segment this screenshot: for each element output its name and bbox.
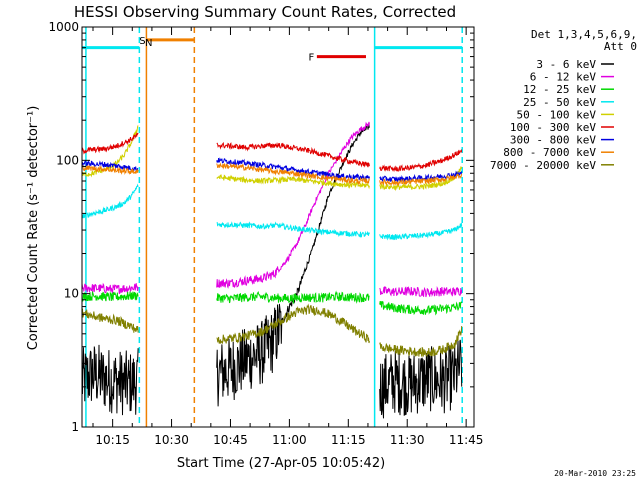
legend-label: 7000 - 20000 keV (490, 159, 596, 172)
series-line (81, 282, 139, 294)
legend-label: 300 - 800 keV (510, 134, 596, 147)
series-line (81, 165, 139, 176)
y-tick-label: 10 (64, 287, 79, 301)
legend-label: 6 - 12 keV (530, 71, 597, 84)
series-7000-20000-kev (81, 303, 463, 358)
series-line (379, 339, 463, 419)
series-line (81, 160, 139, 173)
series-line (81, 308, 139, 333)
series-line (379, 223, 463, 241)
series-line (216, 303, 370, 344)
y-tick-label: 1000 (48, 20, 79, 34)
series-group (81, 121, 463, 419)
y-tick-label: 100 (56, 153, 79, 167)
timestamp: 20-Mar-2010 23:25 (554, 469, 636, 478)
y-axis-label: Corrected Count Rate (s⁻¹ detector⁻¹) (26, 106, 41, 351)
series-line (379, 166, 463, 192)
series-line (81, 344, 139, 416)
x-tick-label: 11:30 (390, 433, 425, 447)
series-line (379, 170, 463, 183)
x-tick-label: 10:15 (95, 433, 130, 447)
series-line (216, 141, 370, 168)
series-100-300-kev (81, 132, 463, 173)
flag-s: S (139, 36, 145, 47)
x-tick-label: 10:30 (154, 433, 189, 447)
legend-label: 25 - 50 keV (523, 96, 596, 109)
series-6-12-kev (81, 121, 463, 298)
series-3-6-kev (81, 124, 463, 419)
series-12-25-kev (81, 290, 463, 316)
series-line (216, 121, 370, 289)
series-line (216, 157, 370, 182)
plot-frame (81, 26, 475, 428)
series-line (379, 301, 463, 316)
x-axis-label: Start Time (27-Apr-05 10:05:42) (177, 456, 385, 471)
series-line (216, 174, 370, 190)
series-line (81, 183, 139, 219)
flag-f: F (309, 53, 315, 64)
series-line (216, 290, 370, 305)
legend-header: Att 0 (604, 40, 637, 53)
series-line (379, 325, 463, 358)
series-line (81, 290, 139, 302)
x-tick-label: 11:45 (449, 433, 484, 447)
y-tick-label: 1 (71, 420, 79, 434)
legend-label: 50 - 100 keV (517, 108, 597, 121)
series-line (216, 162, 370, 186)
legend-label: 100 - 300 keV (510, 121, 596, 134)
chart-title: HESSI Observing Summary Count Rates, Cor… (74, 3, 456, 21)
series-line (379, 285, 463, 298)
x-tick-label: 11:00 (272, 433, 307, 447)
series-line (216, 221, 370, 239)
series-line (216, 124, 370, 407)
series-25-50-kev (81, 183, 463, 241)
legend-label: 800 - 7000 keV (503, 146, 596, 159)
legend-header: Det 1,3,4,5,6,9, (531, 28, 637, 41)
series-800-7000-kev (81, 162, 463, 187)
series-line (379, 149, 463, 173)
series-line (379, 173, 463, 187)
axes: 1 10 100 1000 10:15 10:30 10:45 11:00 11:15 11:30… (48, 20, 483, 447)
flag-n: N (145, 38, 152, 49)
series-line (81, 132, 139, 155)
x-tick-label: 11:15 (331, 433, 366, 447)
legend-label: 3 - 6 keV (536, 58, 596, 71)
legend-label: 12 - 25 keV (523, 83, 596, 96)
x-tick-label: 10:45 (213, 433, 248, 447)
